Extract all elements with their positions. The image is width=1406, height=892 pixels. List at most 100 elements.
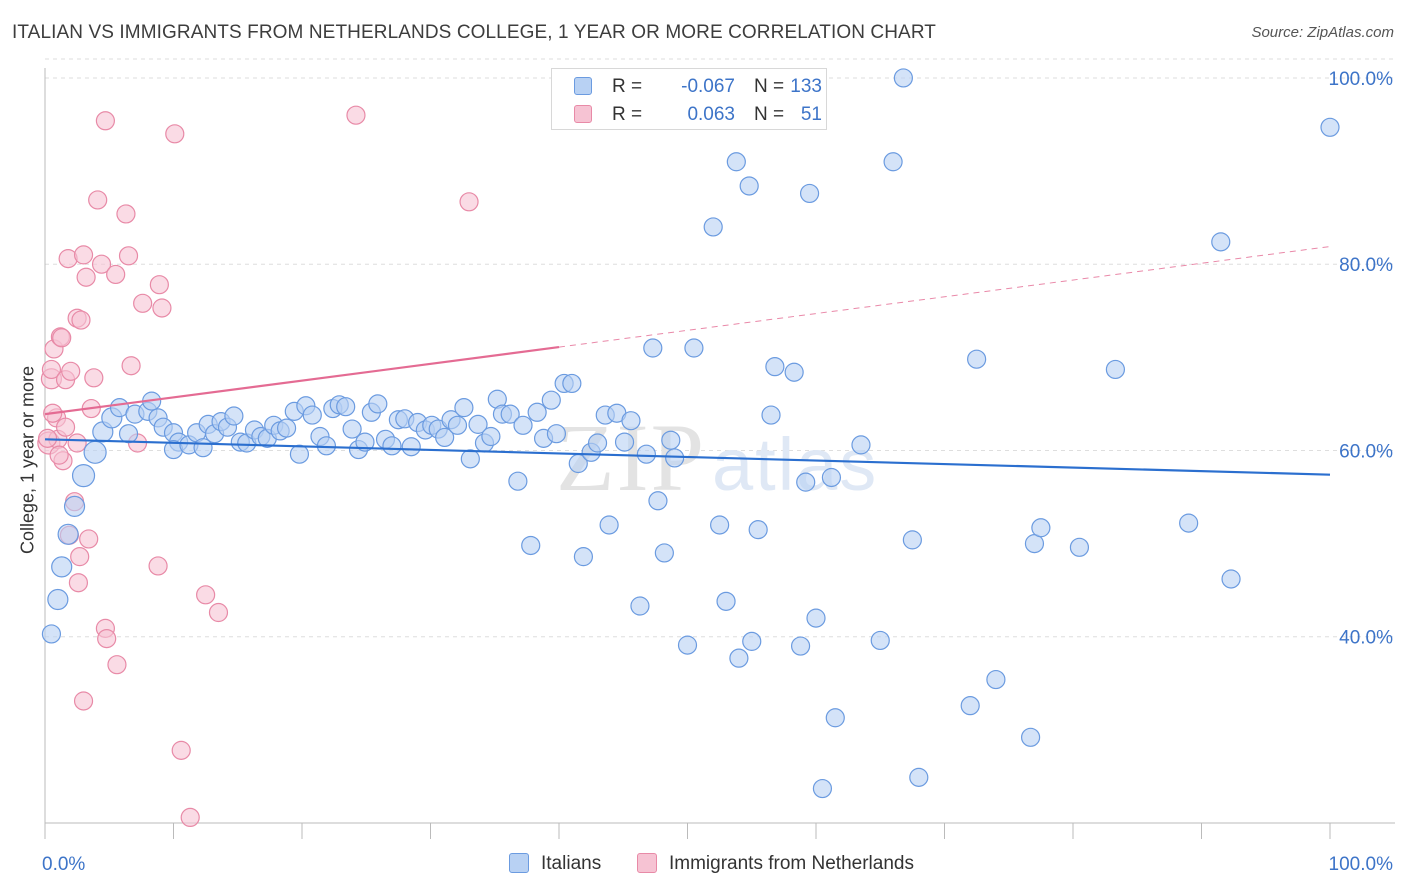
data-point — [208, 602, 229, 623]
legend-swatch-pink — [637, 853, 657, 873]
data-point — [1031, 518, 1051, 538]
trend-line-netherlands — [44, 346, 560, 416]
data-point — [165, 124, 185, 144]
data-point — [562, 373, 582, 394]
legend-swatch-blue — [509, 853, 529, 873]
data-point — [118, 424, 139, 444]
data-point — [960, 696, 980, 716]
data-point — [654, 543, 674, 563]
data-point — [851, 435, 871, 455]
data-point — [41, 624, 62, 644]
data-point — [648, 491, 668, 511]
data-point — [133, 293, 153, 313]
data-point — [729, 648, 749, 668]
data-point — [171, 740, 191, 760]
data-point — [435, 427, 455, 448]
data-point — [825, 708, 845, 728]
stat-r-value: 0.063 — [687, 104, 735, 125]
data-point — [49, 445, 69, 465]
data-point — [643, 338, 663, 358]
stat-n-label: N = — [754, 76, 785, 97]
data-point — [784, 362, 804, 382]
data-point — [83, 440, 107, 464]
data-point — [73, 691, 94, 711]
data-point — [88, 190, 108, 210]
data-point — [68, 573, 89, 593]
data-point — [636, 444, 656, 464]
data-point — [893, 68, 913, 88]
data-point — [614, 432, 635, 452]
data-point — [726, 152, 746, 172]
data-point — [1211, 232, 1231, 252]
y-axis-label: College, 1 year or more — [17, 365, 38, 555]
trend-lines — [44, 246, 1331, 476]
data-point — [796, 472, 816, 492]
data-point — [73, 245, 94, 265]
data-point — [63, 495, 86, 517]
stat-n-label: N = — [754, 104, 785, 125]
data-point — [289, 444, 310, 464]
data-point — [902, 530, 922, 550]
data-point — [986, 669, 1006, 690]
data-point — [401, 437, 421, 457]
stat-swatch-blue — [574, 77, 592, 95]
data-point — [459, 192, 479, 212]
data-point — [883, 152, 903, 172]
data-point — [1179, 513, 1199, 533]
data-point — [148, 556, 168, 576]
tick-labels: 40.0% 60.0% 80.0% 100.0% 0.0% 100.0% — [42, 69, 1393, 875]
data-point — [51, 556, 73, 578]
stat-r-value: -0.067 — [681, 76, 735, 97]
y-tick-label: 100.0% — [1329, 69, 1394, 90]
data-point — [460, 449, 480, 469]
data-point — [447, 415, 468, 435]
data-point — [84, 368, 104, 388]
data-point — [812, 778, 833, 799]
data-point — [739, 176, 759, 196]
data-point — [684, 338, 704, 358]
data-point — [821, 467, 842, 488]
legend: Italians Immigrants from Netherlands — [0, 852, 1406, 878]
series-italians-points — [41, 68, 1340, 799]
data-point — [71, 464, 96, 488]
data-point — [765, 357, 785, 377]
stat-swatch-pink — [574, 105, 592, 123]
data-point — [55, 417, 76, 437]
data-point — [95, 111, 115, 131]
data-point — [468, 414, 488, 434]
y-tick-label: 80.0% — [1339, 255, 1393, 276]
data-point — [621, 411, 641, 431]
data-point — [716, 591, 736, 611]
data-point — [61, 361, 81, 381]
chart-title: ITALIAN VS IMMIGRANTS FROM NETHERLANDS C… — [12, 22, 937, 43]
data-point — [106, 264, 126, 285]
data-point — [107, 655, 127, 675]
data-point — [665, 448, 685, 468]
data-point — [573, 547, 594, 567]
stat-n-value: 51 — [800, 104, 822, 125]
data-point — [41, 359, 62, 380]
stat-r-label: R = — [612, 76, 643, 97]
data-point — [513, 415, 533, 435]
data-point — [355, 432, 375, 452]
data-point — [276, 418, 297, 438]
data-point — [382, 436, 402, 456]
trend-line-netherlands-extension — [558, 246, 1331, 348]
data-point — [630, 596, 650, 616]
data-point — [454, 398, 474, 418]
stat-r-label: R = — [612, 104, 643, 125]
data-point — [527, 402, 547, 422]
data-point — [152, 298, 172, 318]
data-point — [703, 217, 723, 237]
data-point — [336, 397, 356, 417]
data-point — [508, 471, 528, 491]
data-point — [116, 204, 136, 224]
legend-label: Italians — [541, 853, 602, 874]
data-point — [342, 419, 362, 439]
watermark-atlas: atlas — [712, 423, 878, 506]
legend-label: Immigrants from Netherlands — [669, 853, 914, 874]
data-point — [521, 535, 541, 556]
data-point — [52, 328, 72, 348]
data-point — [761, 405, 781, 425]
